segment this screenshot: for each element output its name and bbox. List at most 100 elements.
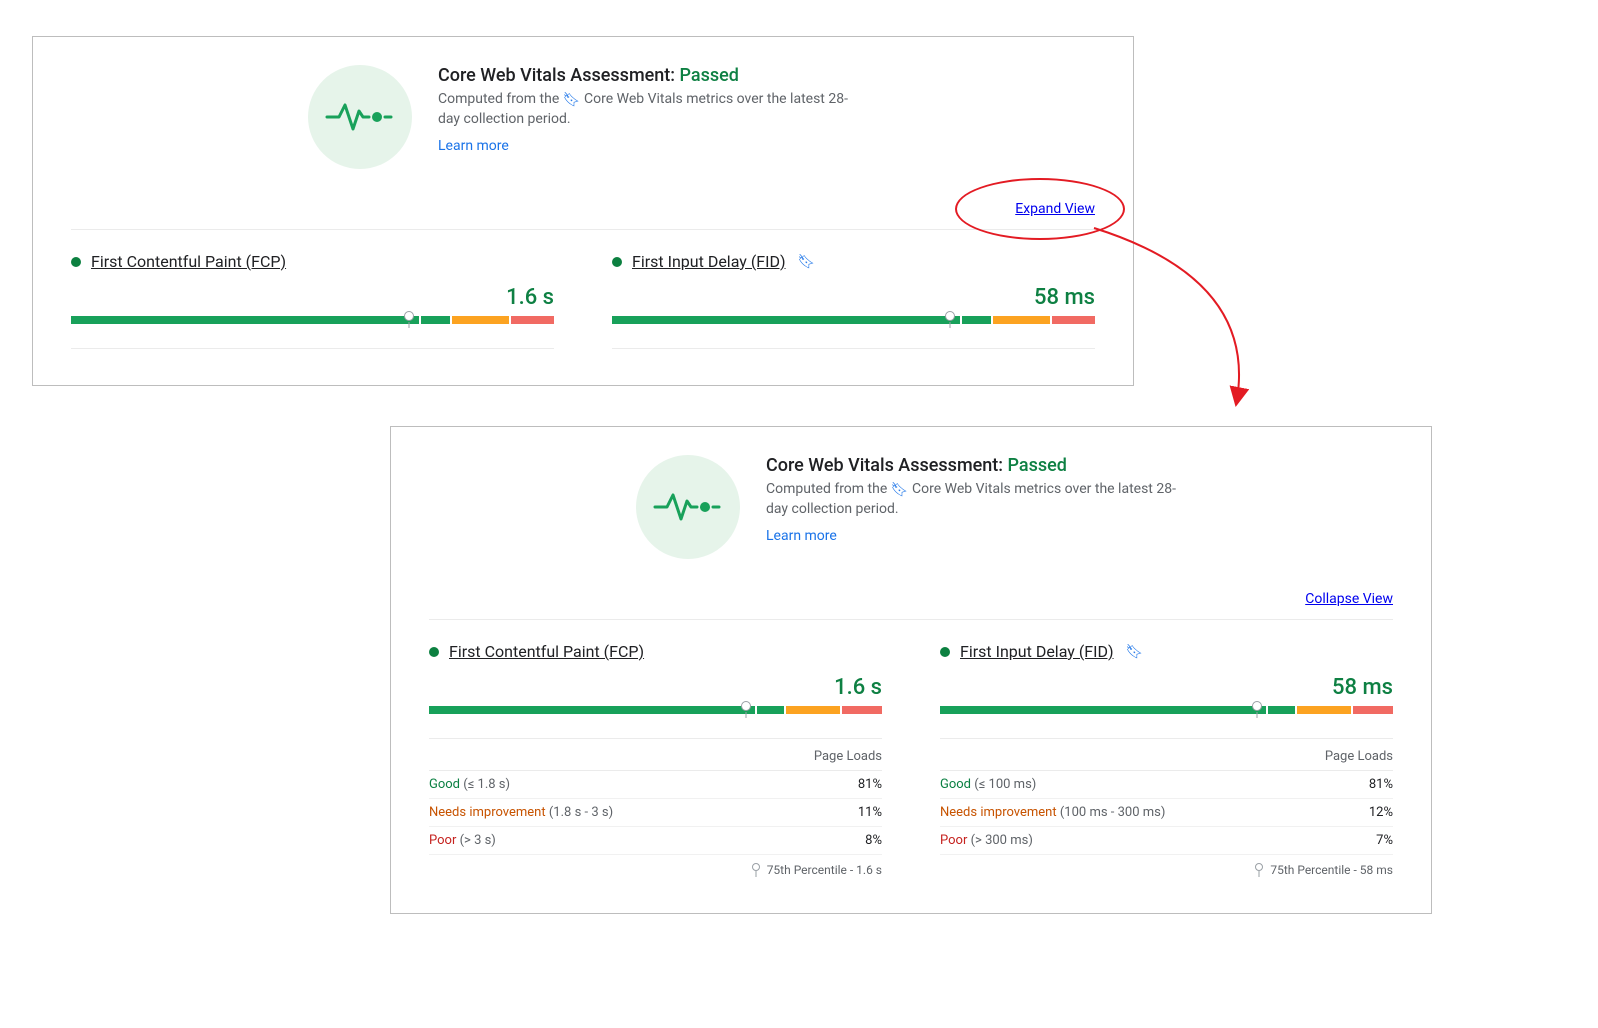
breakdown-header: Page Loads xyxy=(940,739,1393,771)
bookmark-icon: 🔖︎ xyxy=(798,254,816,270)
bar-segment xyxy=(429,706,755,714)
collapse-view-link[interactable]: Collapse View xyxy=(1305,591,1393,607)
metrics-grid: First Contentful Paint (FCP)1.6 s First … xyxy=(71,252,1095,349)
annotation-oval xyxy=(955,178,1125,240)
distribution-bar xyxy=(71,316,554,324)
bar-segment xyxy=(962,316,991,324)
breakdown-label: Poor xyxy=(429,833,456,848)
marker-icon xyxy=(1254,863,1264,877)
metric-head: First Input Delay (FID) 🔖︎ xyxy=(940,642,1393,661)
metric: First Contentful Paint (FCP) 1.6 s Page Lo… xyxy=(429,642,882,877)
assessment-desc-pre: Computed from the xyxy=(438,91,563,107)
distribution-bar xyxy=(429,706,882,714)
breakdown-pct: 12% xyxy=(1369,805,1393,820)
bar-segment xyxy=(842,706,882,714)
metric-head: First Contentful Paint (FCP) xyxy=(429,642,882,661)
learn-more-link[interactable]: Learn more xyxy=(438,138,509,154)
breakdown-row: Poor (> 300 ms) 7% xyxy=(940,827,1393,855)
metric-head: First Input Delay (FID) 🔖︎ xyxy=(612,252,1095,271)
bar-segment xyxy=(786,706,840,714)
assessment-status: Passed xyxy=(680,65,739,86)
percentile-footer: 75th Percentile - 1.6 s xyxy=(429,855,882,877)
cwv-card-expanded: Core Web Vitals Assessment: Passed Compu… xyxy=(390,426,1432,914)
divider xyxy=(612,348,1095,349)
metric-name-link[interactable]: First Input Delay (FID) xyxy=(632,252,786,271)
breakdown-range: (≤ 100 ms) xyxy=(974,777,1036,792)
bookmark-icon: 🔖︎ xyxy=(563,92,581,108)
bookmark-icon: 🔖︎ xyxy=(891,482,909,498)
bar-segment xyxy=(757,706,784,714)
percentile-marker xyxy=(1252,701,1262,711)
assessment-text: Core Web Vitals Assessment: Passed Compu… xyxy=(766,455,1186,544)
percentile-footer: 75th Percentile - 58 ms xyxy=(940,855,1393,877)
breakdown-row: Good (≤ 1.8 s) 81% xyxy=(429,771,882,799)
metric-value: 1.6 s xyxy=(429,675,882,700)
breakdown-range: (1.8 s - 3 s) xyxy=(549,805,613,820)
learn-more-link[interactable]: Learn more xyxy=(766,528,837,544)
marker-icon xyxy=(751,863,761,877)
metric-head: First Contentful Paint (FCP) xyxy=(71,252,554,271)
assessment-header: Core Web Vitals Assessment: Passed Compu… xyxy=(71,65,1095,169)
metrics-grid: First Contentful Paint (FCP) 1.6 s Page Lo… xyxy=(429,642,1393,877)
percentile-marker xyxy=(404,311,414,321)
breakdown-label: Good xyxy=(429,777,460,792)
divider xyxy=(71,229,1095,230)
breakdown-label: Needs improvement xyxy=(940,805,1057,820)
breakdown-pct: 8% xyxy=(865,833,882,848)
breakdown-label: Needs improvement xyxy=(429,805,546,820)
bar-segment xyxy=(511,316,554,324)
bar-segment xyxy=(1297,706,1351,714)
breakdown-pct: 81% xyxy=(858,777,882,792)
bar-segment xyxy=(1268,706,1295,714)
bar-segment xyxy=(940,706,1266,714)
assessment-status: Passed xyxy=(1008,455,1067,476)
metric-value: 58 ms xyxy=(940,675,1393,700)
pulse-icon xyxy=(308,65,412,169)
bar-segment xyxy=(452,316,509,324)
bar-segment xyxy=(612,316,960,324)
breakdown-row: Needs improvement (100 ms - 300 ms) 12% xyxy=(940,799,1393,827)
divider xyxy=(429,619,1393,620)
percentile-marker xyxy=(741,701,751,711)
bar-segment xyxy=(1052,316,1095,324)
assessment-text: Core Web Vitals Assessment: Passed Compu… xyxy=(438,65,858,154)
bar-segment xyxy=(993,316,1050,324)
status-dot xyxy=(71,257,81,267)
assessment-header: Core Web Vitals Assessment: Passed Compu… xyxy=(429,455,1393,559)
metric: First Input Delay (FID) 🔖︎ 58 ms Page Loads… xyxy=(940,642,1393,877)
breakdown-header: Page Loads xyxy=(429,739,882,771)
bar-segment xyxy=(1353,706,1393,714)
metric-name-link[interactable]: First Contentful Paint (FCP) xyxy=(91,252,286,271)
breakdown-label: Good xyxy=(940,777,971,792)
breakdown-range: (> 3 s) xyxy=(460,833,496,848)
assessment-desc-pre: Computed from the xyxy=(766,481,891,497)
percentile-text: 75th Percentile - 58 ms xyxy=(1270,863,1393,877)
breakdown-pct: 11% xyxy=(858,805,882,820)
metric-name-link[interactable]: First Input Delay (FID) xyxy=(960,642,1114,661)
distribution-bar xyxy=(940,706,1393,714)
assessment-title-prefix: Core Web Vitals Assessment: xyxy=(438,65,680,86)
pulse-icon xyxy=(636,455,740,559)
breakdown-range: (> 300 ms) xyxy=(971,833,1033,848)
breakdown-range: (100 ms - 300 ms) xyxy=(1060,805,1166,820)
breakdown-row: Good (≤ 100 ms) 81% xyxy=(940,771,1393,799)
breakdown-row: Needs improvement (1.8 s - 3 s) 11% xyxy=(429,799,882,827)
breakdown-pct: 81% xyxy=(1369,777,1393,792)
status-dot xyxy=(940,647,950,657)
metric-value: 58 ms xyxy=(612,285,1095,310)
status-dot xyxy=(429,647,439,657)
percentile-marker xyxy=(945,311,955,321)
percentile-text: 75th Percentile - 1.6 s xyxy=(767,863,882,877)
metric-name-link[interactable]: First Contentful Paint (FCP) xyxy=(449,642,644,661)
divider xyxy=(71,348,554,349)
distribution-bar xyxy=(612,316,1095,324)
metric: First Input Delay (FID) 🔖︎ 58 ms xyxy=(612,252,1095,349)
breakdown-label: Poor xyxy=(940,833,967,848)
bar-segment xyxy=(421,316,450,324)
status-dot xyxy=(612,257,622,267)
bar-segment xyxy=(71,316,419,324)
bookmark-icon: 🔖︎ xyxy=(1126,644,1144,660)
assessment-title-prefix: Core Web Vitals Assessment: xyxy=(766,455,1008,476)
breakdown-row: Poor (> 3 s) 8% xyxy=(429,827,882,855)
breakdown-pct: 7% xyxy=(1376,833,1393,848)
